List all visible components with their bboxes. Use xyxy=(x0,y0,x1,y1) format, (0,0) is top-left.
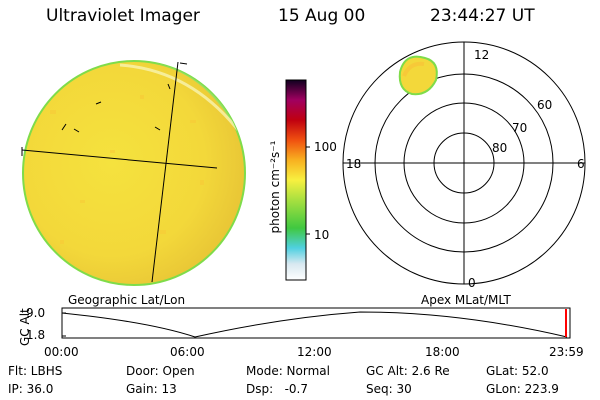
auroral-patch xyxy=(398,55,438,96)
time-tick-2: 12:00 xyxy=(297,345,332,359)
date-label: 15 Aug 00 xyxy=(278,6,366,26)
filter-info: Flt: LBHS xyxy=(8,364,63,378)
colorbar-tick-10: 10 xyxy=(314,228,330,242)
gain-info: Gain: 13 xyxy=(126,382,177,396)
altitude-tick-high: 9.0 xyxy=(26,306,46,320)
colorbar-tick-100: 100 xyxy=(314,140,337,154)
time-label: 23:44:27 UT xyxy=(430,6,535,26)
mlt-label-0: 0 xyxy=(468,276,476,290)
ip-info: IP: 36.0 xyxy=(8,382,54,396)
latitude-line xyxy=(21,149,218,169)
lat-label-80: 80 xyxy=(492,141,508,155)
altitude-curve xyxy=(61,311,568,338)
altitude-tick-low: 1.8 xyxy=(26,328,46,342)
instrument-title: Ultraviolet Imager xyxy=(46,6,200,26)
seq-info: Seq: 30 xyxy=(366,382,412,396)
door-info: Door: Open xyxy=(126,364,195,378)
colorbar-scale xyxy=(285,79,307,281)
longitude-line xyxy=(151,61,179,283)
apex-label: Apex MLat/MLT xyxy=(421,293,511,307)
dsp-info: Dsp: -0.7 xyxy=(246,382,309,396)
lat-label-60: 60 xyxy=(537,98,553,112)
time-tick-0: 00:00 xyxy=(44,345,79,359)
earth-disk xyxy=(22,60,246,286)
mlt-label-18: 18 xyxy=(346,157,362,171)
time-tick-1: 06:00 xyxy=(170,345,205,359)
altitude-plot-frame xyxy=(61,307,571,339)
mlt-label-6: 6 xyxy=(577,157,585,171)
lat-label-70: 70 xyxy=(512,121,528,135)
geographic-label: Geographic Lat/Lon xyxy=(68,293,186,307)
gc-alt-info: GC Alt: 2.6 Re xyxy=(366,364,450,378)
time-tick-3: 18:00 xyxy=(425,345,460,359)
mlt-label-12: 12 xyxy=(474,48,490,62)
glat-info: GLat: 52.0 xyxy=(486,364,549,378)
time-tick-4: 23:59 xyxy=(549,345,584,359)
mode-info: Mode: Normal xyxy=(246,364,330,378)
glon-info: GLon: 223.9 xyxy=(486,382,559,396)
